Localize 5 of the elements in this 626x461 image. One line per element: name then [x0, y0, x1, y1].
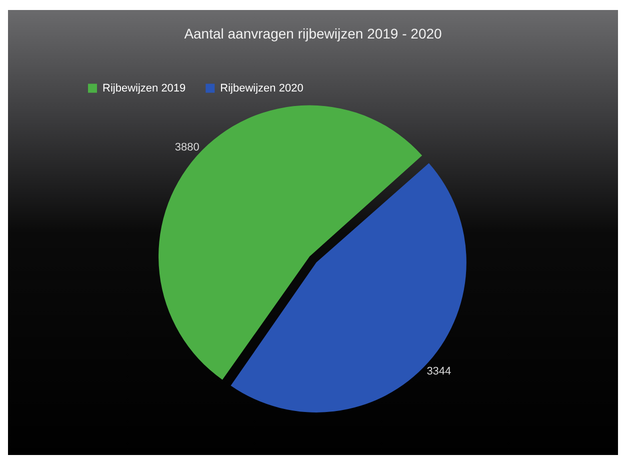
- data-label: 3344: [426, 366, 452, 378]
- legend-label: Rijbewijzen 2020: [220, 82, 304, 94]
- legend-label: Rijbewijzen 2019: [102, 82, 186, 94]
- chart-title: Aantal aanvragen rijbewijzen 2019 - 2020: [184, 25, 442, 42]
- data-label: 3880: [174, 141, 200, 154]
